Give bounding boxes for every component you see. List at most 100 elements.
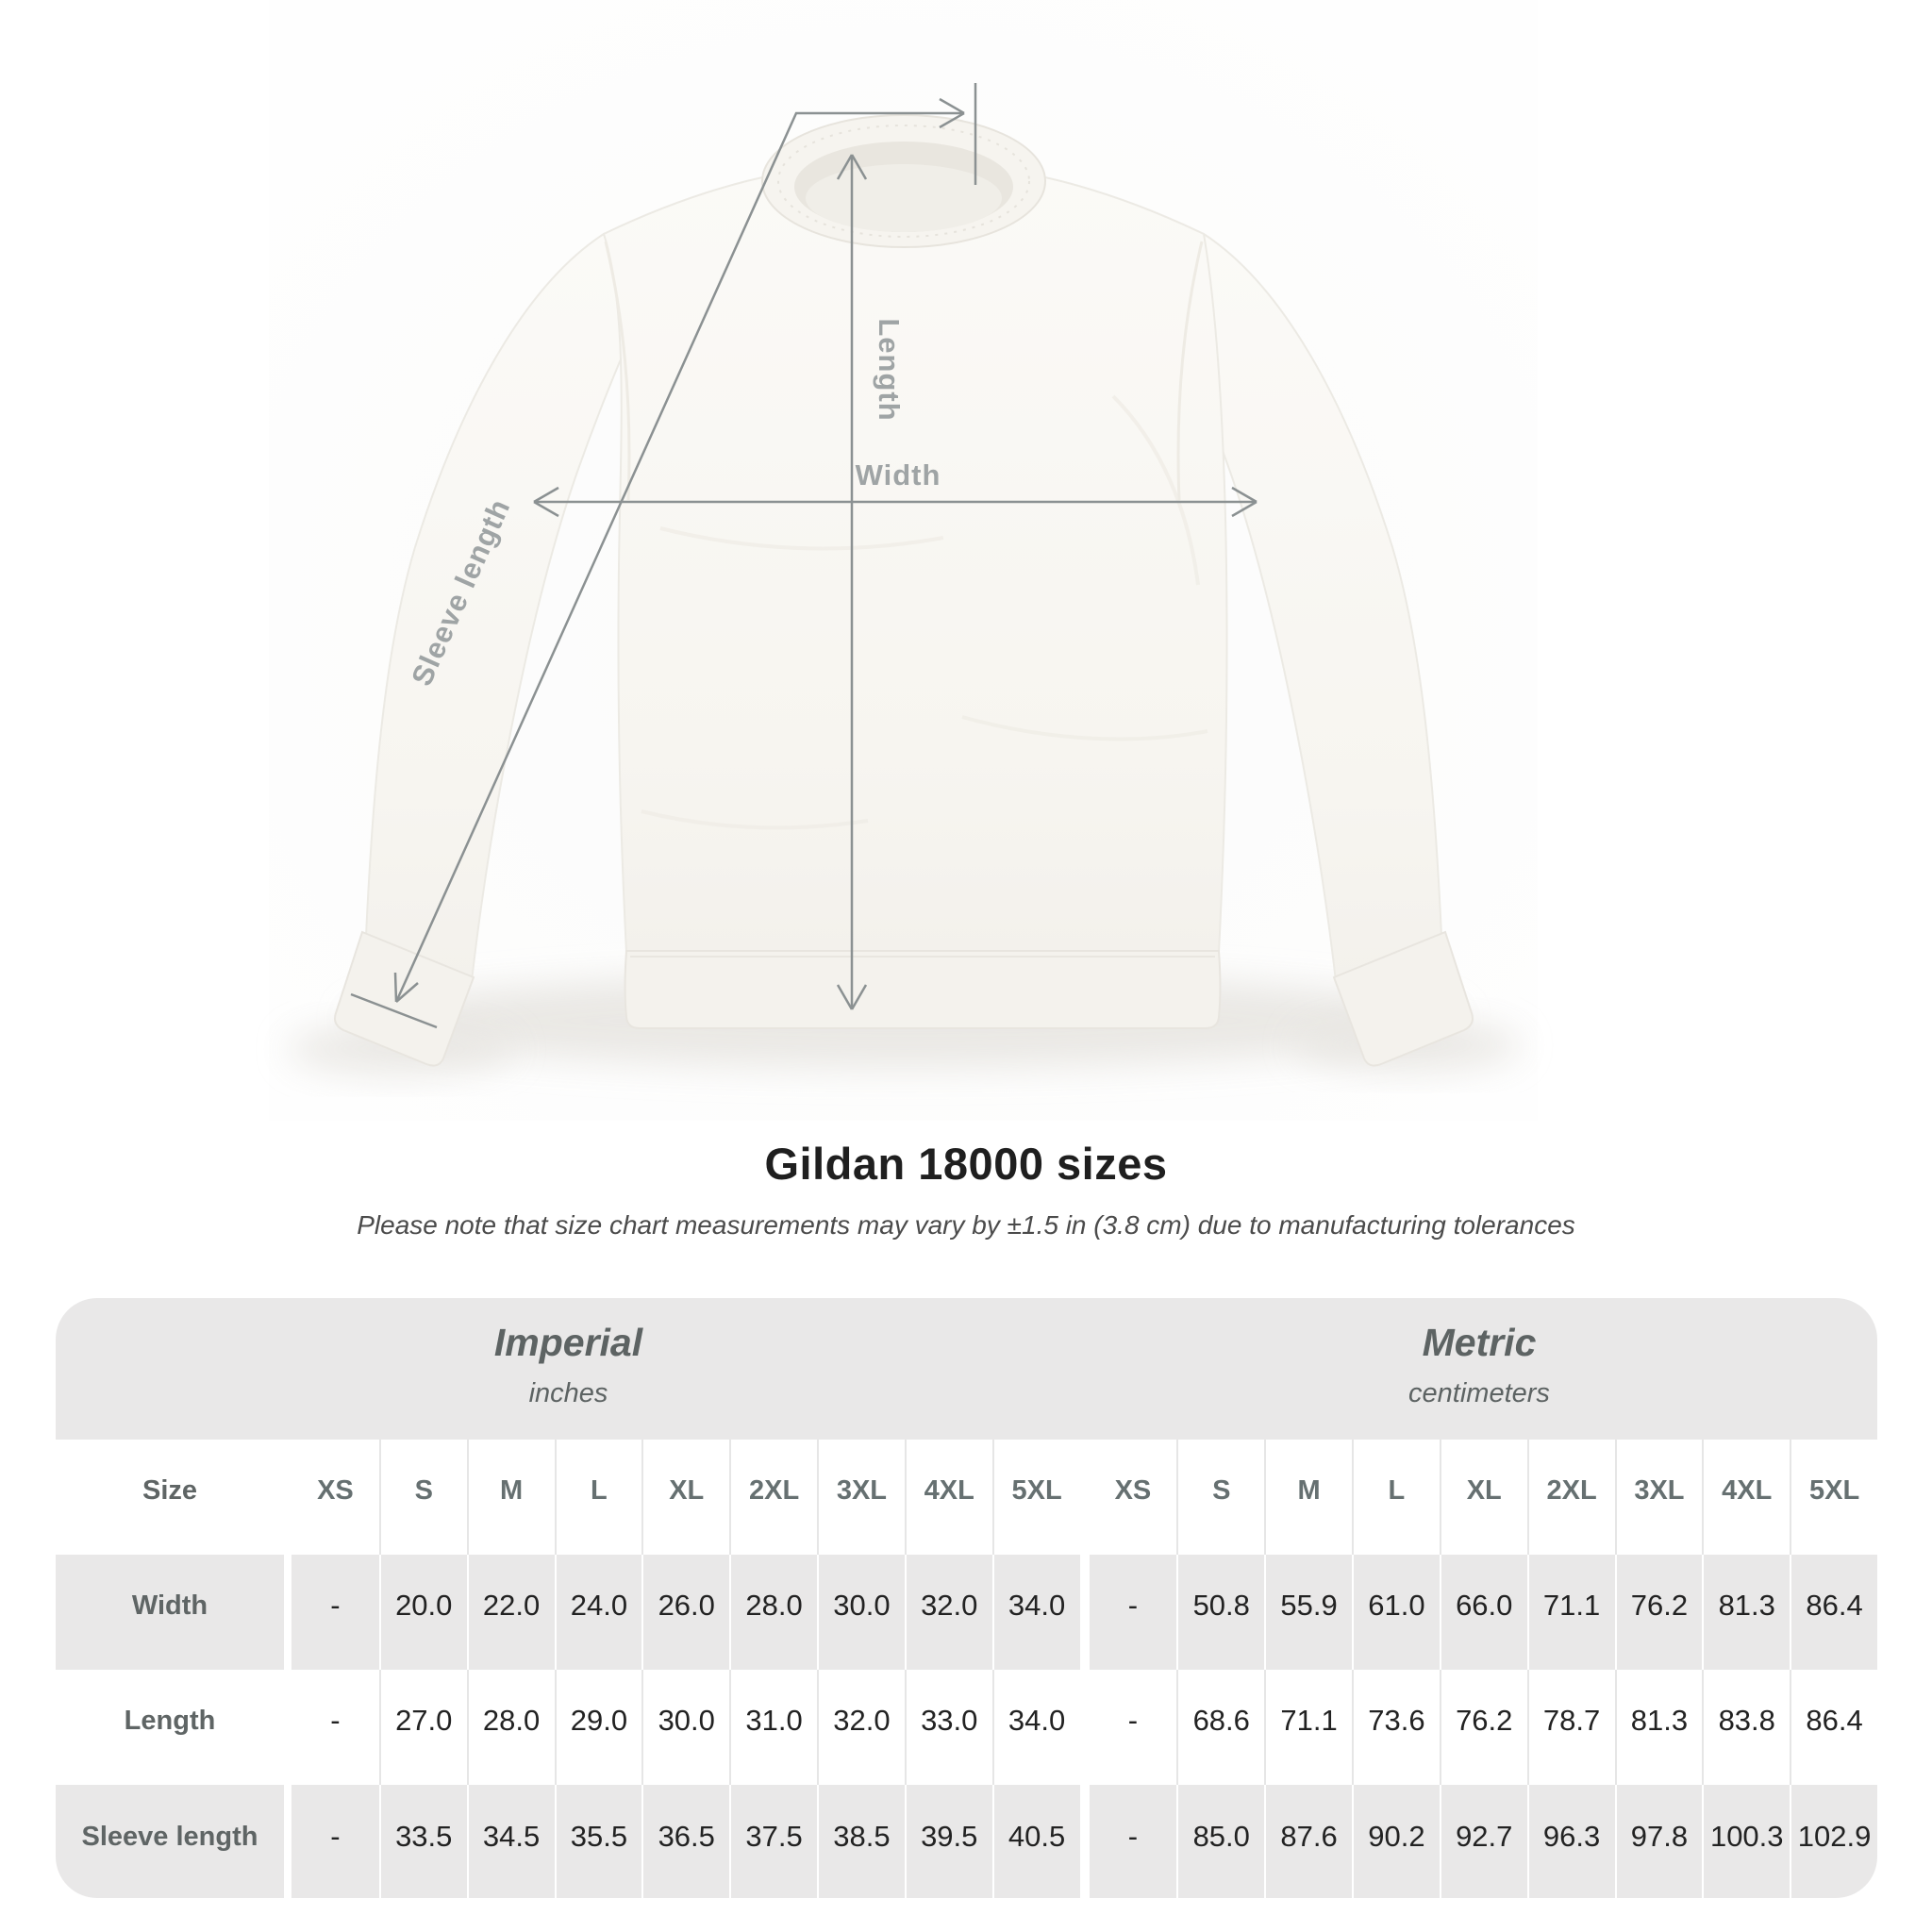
size-header: S: [378, 1440, 467, 1555]
column-gutter: [1079, 1670, 1090, 1785]
column-gutter: [1079, 1440, 1090, 1555]
size-header: 5XL: [991, 1440, 1080, 1555]
product-measurement-diagram: Length Width Sleeve length: [269, 0, 1538, 1121]
table-cell: 50.8: [1176, 1555, 1265, 1670]
table-cell: 87.6: [1264, 1785, 1352, 1898]
column-gutter: [1079, 1555, 1090, 1670]
table-cell: 100.3: [1702, 1785, 1790, 1898]
sweatshirt-image: Length Width Sleeve length: [269, 0, 1538, 1121]
size-header: 3XL: [1614, 1440, 1703, 1555]
heading-block: Gildan 18000 sizes Please note that size…: [0, 1138, 1932, 1241]
size-header: M: [466, 1440, 555, 1555]
sweatshirt-body: [602, 158, 1228, 1029]
table-cell: 78.7: [1526, 1670, 1615, 1785]
table-row-length: Length - 27.0 28.0 29.0 30.0 31.0 32.0 3…: [56, 1670, 1877, 1785]
table-cell: -: [291, 1785, 379, 1898]
table-group-header: Imperial inches Metric centimeters: [56, 1298, 1877, 1440]
table-cell: 29.0: [554, 1670, 642, 1785]
size-header: 2XL: [729, 1440, 817, 1555]
tolerance-note: Please note that size chart measurements…: [357, 1210, 1575, 1240]
imperial-group-header: Imperial inches: [56, 1298, 1081, 1440]
table-cell: 92.7: [1439, 1785, 1527, 1898]
table-cell: -: [1089, 1670, 1177, 1785]
left-cuff: [334, 930, 475, 1067]
table-cell: 76.2: [1439, 1670, 1527, 1785]
width-label: Width: [856, 458, 941, 491]
table-cell: 31.0: [729, 1670, 817, 1785]
table-cell: 81.3: [1614, 1670, 1703, 1785]
table-cell: 22.0: [466, 1555, 555, 1670]
table-cell: 71.1: [1526, 1555, 1615, 1670]
sweatshirt-left-sleeve: [334, 232, 640, 1067]
table-cell: -: [1089, 1785, 1177, 1898]
table-cell: 20.0: [378, 1555, 467, 1670]
row-label: Sleeve length: [56, 1785, 284, 1898]
table-cell: 40.5: [991, 1785, 1080, 1898]
size-header-row: Size XS S M L XL 2XL 3XL 4XL 5XL XS S M …: [56, 1440, 1877, 1555]
metric-group-header: Metric centimeters: [1081, 1298, 1877, 1440]
table-cell: 96.3: [1526, 1785, 1615, 1898]
column-gutter: [284, 1555, 291, 1670]
table-cell: 86.4: [1790, 1670, 1877, 1785]
length-arrow: [836, 154, 868, 1010]
table-row-sleeve-length: Sleeve length - 33.5 34.5 35.5 36.5 37.5…: [56, 1785, 1877, 1898]
table-cell: 30.0: [641, 1670, 730, 1785]
size-header: 2XL: [1526, 1440, 1615, 1555]
size-table: Imperial inches Metric centimeters Size …: [56, 1298, 1877, 1898]
table-cell: 102.9: [1790, 1785, 1877, 1898]
width-arrow: [533, 486, 1257, 518]
size-header: XL: [1439, 1440, 1527, 1555]
sleeve-length-arrow: [350, 83, 977, 1029]
table-cell: 68.6: [1176, 1670, 1265, 1785]
column-gutter: [1079, 1785, 1090, 1898]
table-row-width: Width - 20.0 22.0 24.0 26.0 28.0 30.0 32…: [56, 1555, 1877, 1670]
column-gutter: [284, 1440, 291, 1555]
page-title: Gildan 18000 sizes: [764, 1139, 1168, 1189]
table-cell: 71.1: [1264, 1670, 1352, 1785]
table-cell: 73.6: [1352, 1670, 1440, 1785]
collar: [761, 114, 1046, 248]
measurement-annotations: [350, 83, 1257, 1029]
table-cell: 33.5: [378, 1785, 467, 1898]
size-header: 4XL: [904, 1440, 992, 1555]
table-cell: 34.0: [991, 1670, 1080, 1785]
metric-group-title: Metric: [1422, 1321, 1537, 1364]
row-label: Length: [56, 1670, 284, 1785]
table-cell: -: [291, 1555, 379, 1670]
size-header: XL: [641, 1440, 730, 1555]
table-cell: 81.3: [1702, 1555, 1790, 1670]
table-cell: 30.0: [817, 1555, 905, 1670]
imperial-group-unit: inches: [528, 1378, 608, 1408]
row-label: Width: [56, 1555, 284, 1670]
table-cell: 83.8: [1702, 1670, 1790, 1785]
table-cell: 39.5: [904, 1785, 992, 1898]
table-cell: 34.5: [466, 1785, 555, 1898]
table-cell: 90.2: [1352, 1785, 1440, 1898]
table-cell: 33.0: [904, 1670, 992, 1785]
table-cell: 26.0: [641, 1555, 730, 1670]
size-header: XS: [291, 1440, 379, 1555]
table-cell: 28.0: [729, 1555, 817, 1670]
table-cell: 28.0: [466, 1670, 555, 1785]
hem-band: [624, 950, 1222, 1029]
imperial-group-title: Imperial: [493, 1321, 643, 1364]
table-cell: 32.0: [904, 1555, 992, 1670]
column-gutter: [284, 1670, 291, 1785]
column-gutter: [284, 1785, 291, 1898]
size-column-header: Size: [56, 1440, 284, 1555]
metric-group-unit: centimeters: [1408, 1378, 1550, 1408]
table-cell: 55.9: [1264, 1555, 1352, 1670]
size-header: M: [1264, 1440, 1352, 1555]
table-cell: 34.0: [991, 1555, 1080, 1670]
table-cell: 97.8: [1614, 1785, 1703, 1898]
sweatshirt-right-sleeve: [1168, 232, 1474, 1067]
size-header: 4XL: [1702, 1440, 1790, 1555]
table-cell: 61.0: [1352, 1555, 1440, 1670]
size-header: L: [1352, 1440, 1440, 1555]
table-cell: 35.5: [554, 1785, 642, 1898]
table-cell: 85.0: [1176, 1785, 1265, 1898]
table-cell: 32.0: [817, 1670, 905, 1785]
table-cell: 38.5: [817, 1785, 905, 1898]
size-header: XS: [1089, 1440, 1177, 1555]
size-header: L: [554, 1440, 642, 1555]
